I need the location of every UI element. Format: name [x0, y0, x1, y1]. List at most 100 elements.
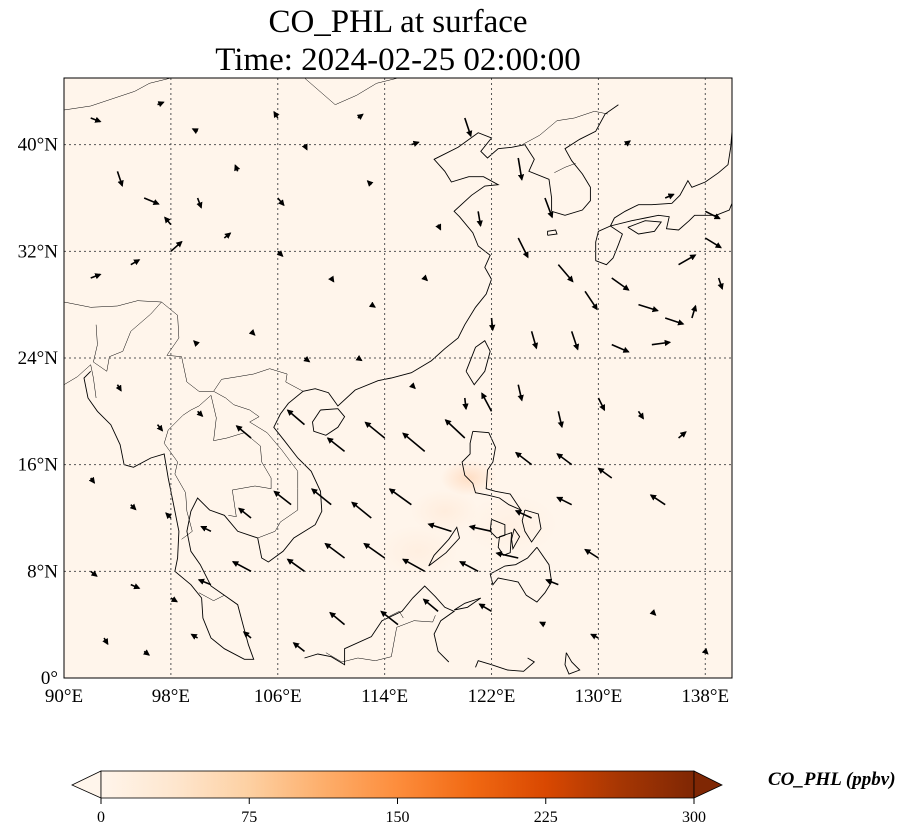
wind-arrow: [481, 392, 493, 412]
latitude-tick-label: 24°N: [18, 348, 59, 369]
wind-arrow: [557, 264, 574, 283]
wind-arrow: [570, 331, 580, 351]
wind-arrow: [88, 476, 96, 484]
wind-vectors: [88, 101, 724, 656]
country-border: [64, 300, 304, 392]
wind-arrow: [364, 421, 386, 439]
map-background: [64, 78, 732, 678]
colorbar-gradient: [100, 770, 695, 799]
country-border: [325, 615, 436, 663]
country-border: [64, 78, 171, 111]
latitude-tick-label: 32°N: [18, 241, 59, 262]
wind-arrow: [717, 277, 724, 291]
country-border: [93, 301, 162, 372]
wind-arrow: [556, 496, 573, 506]
coastline: [475, 657, 536, 672]
wind-arrow: [311, 488, 332, 506]
colorbar-title: CO_PHL (ppbv): [768, 769, 896, 790]
co-plume-patch: [378, 525, 459, 578]
wind-arrow: [678, 254, 697, 266]
latitude-tick-label: 8°N: [27, 561, 58, 582]
wind-arrow: [611, 277, 630, 291]
wind-arrow: [363, 542, 386, 559]
wind-arrow: [351, 501, 372, 519]
wind-arrow: [231, 561, 252, 573]
country-border: [554, 163, 576, 173]
country-border: [198, 592, 225, 601]
wind-arrow: [368, 301, 376, 308]
longitude-tick-label: 138°E: [681, 686, 729, 707]
wind-arrow: [142, 649, 150, 656]
co-plume-patch: [440, 460, 497, 496]
wind-arrow: [422, 598, 439, 612]
country-border: [388, 610, 404, 619]
wind-arrow: [196, 197, 203, 209]
wind-arrow: [704, 237, 722, 249]
wind-arrow: [421, 274, 429, 282]
colorbar-tick-label: 300: [682, 809, 706, 826]
wind-arrow: [170, 596, 178, 603]
map-title: CO_PHL at surface: [268, 4, 528, 40]
co-plume-layer: [378, 460, 558, 578]
wind-arrow: [459, 561, 479, 573]
map-frame: [63, 77, 733, 679]
wind-arrow: [690, 304, 698, 319]
colorbar: 0 75 150 225 300: [71, 770, 723, 826]
longitude-tick-labels: 90°E 98°E 106°E 114°E 122°E 130°E 138°E: [45, 686, 729, 707]
longitude-tick-label: 106°E: [254, 686, 302, 707]
wind-arrow: [402, 432, 426, 452]
country-border: [522, 111, 608, 145]
wind-arrow: [514, 451, 533, 466]
wind-arrow: [329, 611, 346, 626]
colorbar-ticks: 0 75 150 225 300: [97, 798, 706, 826]
colorbar-extend-high: [693, 770, 723, 799]
gridlines: [64, 78, 732, 678]
wind-arrow: [704, 210, 721, 220]
wind-arrow: [597, 397, 606, 412]
wind-arrow: [638, 303, 659, 313]
wind-arrow: [196, 410, 204, 418]
longitude-tick-label: 130°E: [575, 686, 623, 707]
wind-arrow: [292, 642, 305, 652]
latitude-tick-label: 40°N: [18, 135, 59, 156]
wind-arrow: [544, 197, 554, 219]
wind-arrow: [164, 216, 172, 226]
map-timestamp: Time: 2024-02-25 02:00:00: [215, 42, 581, 78]
coastline: [627, 220, 663, 235]
wind-arrow: [170, 240, 183, 252]
wind-arrow: [286, 409, 306, 426]
wind-arrow: [539, 621, 547, 628]
wind-arrow: [130, 583, 141, 590]
longitude-tick-label: 122°E: [468, 686, 516, 707]
wind-arrow: [380, 610, 399, 626]
wind-arrow: [590, 633, 599, 640]
coastline: [304, 585, 456, 666]
wind-arrow: [468, 524, 492, 533]
wind-arrow: [701, 647, 709, 655]
coastline: [428, 526, 460, 567]
wind-arrow: [427, 522, 452, 533]
wind-arrow: [584, 290, 598, 311]
wind-arrow: [402, 558, 426, 573]
wind-arrow: [678, 431, 687, 439]
wind-arrow: [545, 578, 559, 586]
wind-arrow: [116, 171, 124, 187]
wind-arrow: [303, 355, 311, 363]
wind-arrow: [273, 110, 280, 119]
wind-arrow: [102, 637, 109, 646]
wind-arrow: [355, 354, 363, 362]
coastline: [453, 597, 482, 611]
wind-arrow: [366, 180, 374, 187]
wind-arrow: [478, 603, 492, 613]
border-layer: [64, 78, 608, 663]
wind-arrow: [223, 232, 232, 239]
wind-arrow: [556, 453, 573, 466]
wind-arrow: [514, 510, 532, 519]
colorbar-tick-label: 225: [534, 809, 558, 826]
country-border: [213, 391, 299, 539]
co-plume-patch: [465, 494, 558, 555]
coastline: [521, 509, 542, 543]
wind-arrow: [190, 633, 199, 640]
wind-arrow: [597, 467, 613, 479]
colorbar-extend-low: [71, 770, 102, 799]
